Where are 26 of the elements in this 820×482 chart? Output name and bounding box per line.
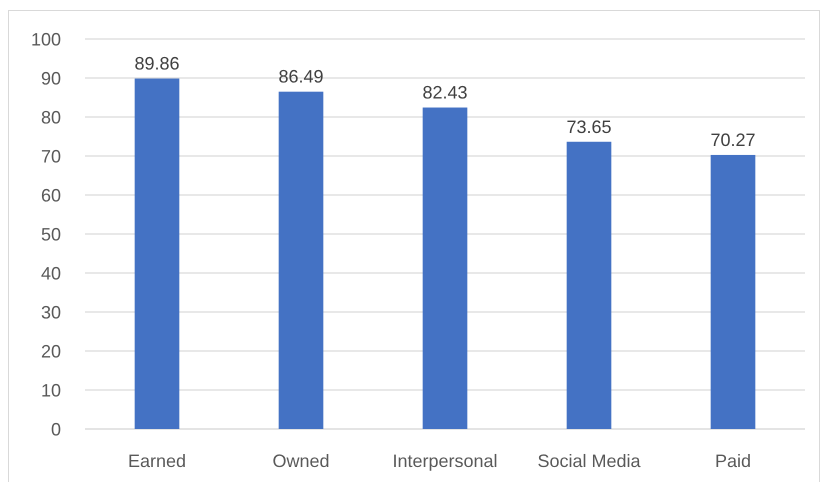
y-tick-label: 70	[40, 146, 61, 166]
y-tick-label: 20	[40, 341, 61, 362]
y-tick-label: 40	[40, 263, 61, 284]
bar	[422, 108, 468, 429]
y-tick-label: 30	[40, 302, 61, 322]
bar	[566, 142, 612, 429]
y-tick-label: 90	[40, 68, 61, 88]
x-tick-label: Earned	[128, 451, 186, 471]
y-tick-label: 80	[40, 107, 61, 128]
y-tick-label: 100	[30, 29, 61, 50]
x-tick-label: Paid	[714, 451, 752, 471]
data-label: 86.49	[278, 66, 324, 87]
bar	[134, 78, 180, 429]
x-tick-label: Social Media	[537, 451, 642, 471]
x-tick-label: Interpersonal	[392, 451, 498, 471]
data-label: 82.43	[422, 82, 468, 103]
bar	[710, 154, 756, 429]
x-tick-label: Owned	[272, 451, 330, 471]
y-tick-label: 0	[50, 419, 61, 440]
y-tick-label: 60	[40, 185, 61, 206]
data-label: 70.27	[710, 130, 756, 150]
data-label: 89.86	[134, 54, 180, 74]
y-tick-label: 10	[40, 380, 61, 400]
y-tick-label: 50	[40, 224, 61, 244]
bar	[278, 92, 324, 429]
data-label: 73.65	[566, 116, 612, 137]
